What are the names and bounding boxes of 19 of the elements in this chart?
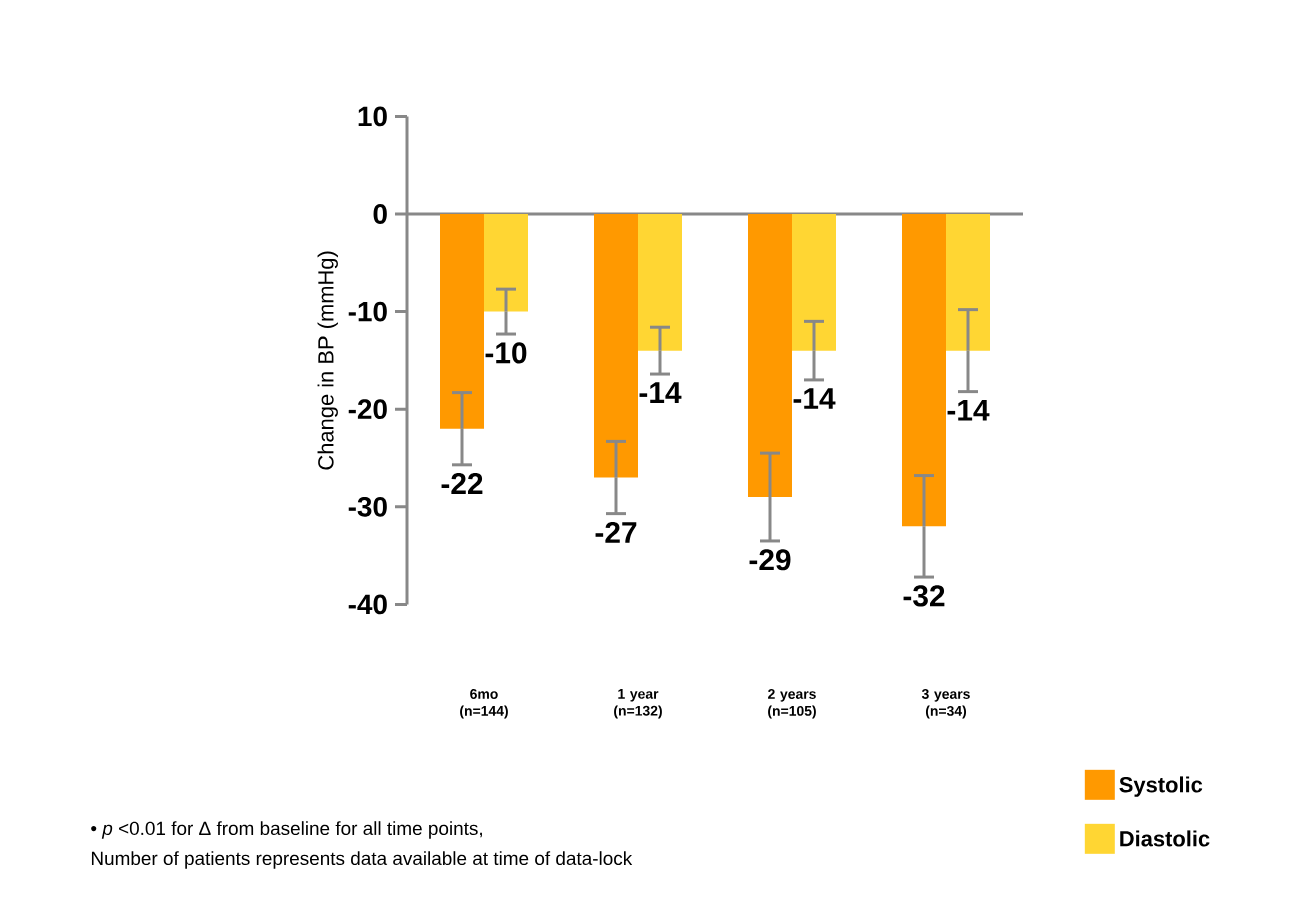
y-tick-label: 10 (358, 106, 387, 127)
data-label: -29 (749, 549, 791, 571)
text: • p <0.01 for Δ from baseline for all time points, (91, 821, 482, 839)
data-label: -14 (793, 388, 836, 409)
text: Number of patients represents data available at time of data-lock (91, 851, 633, 869)
y-axis-title: Change in BP (mmHg) (317, 251, 338, 470)
data-label: -14 (947, 399, 990, 421)
y-tick-label: -10 (348, 301, 387, 322)
y-tick-label: 0 (373, 204, 387, 224)
legend-label: Systolic (1119, 776, 1203, 797)
data-label: -14 (639, 382, 682, 403)
data-label: -10 (485, 342, 527, 364)
data-label: -22 (441, 473, 483, 494)
data-label: -27 (595, 521, 637, 543)
y-tick-label: -30 (348, 496, 387, 517)
y-tick-label: -40 (348, 594, 387, 615)
y-tick-label: -20 (348, 399, 387, 420)
legend-label: Diastolic (1120, 830, 1210, 847)
data-label: -32 (903, 585, 945, 607)
